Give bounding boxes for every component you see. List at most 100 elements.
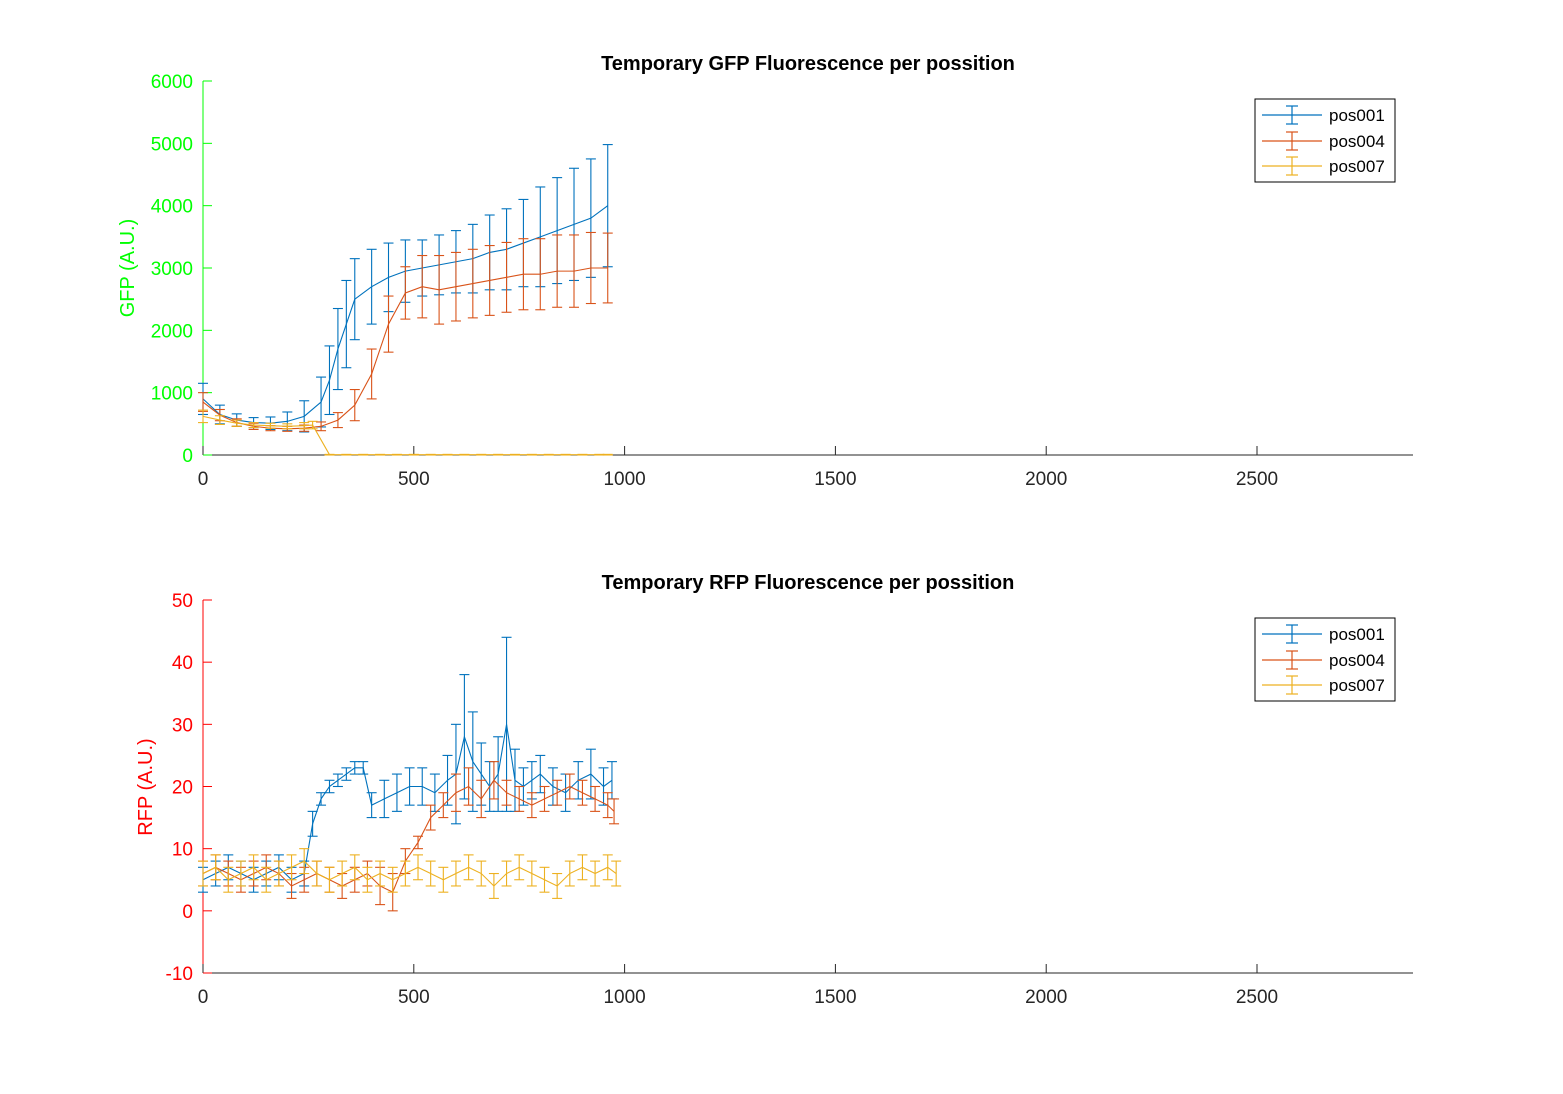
rfp-errorbar-pos007 <box>248 854 259 881</box>
rfp-errorbar-pos007 <box>577 854 588 881</box>
rfp-errorbar-pos007 <box>413 854 424 881</box>
rfp-errorbar-pos001 <box>349 761 360 775</box>
rfp-errorbar-pos004 <box>552 779 563 806</box>
gfp-errorbar-pos004 <box>552 234 563 308</box>
rfp-errorbar-pos001 <box>417 767 428 806</box>
rfp-errorbar-pos007 <box>198 860 208 887</box>
rfp-legend-entry-pos001: pos001 <box>1262 624 1385 644</box>
rfp-legend: pos001 pos004 pos007 <box>1254 617 1396 702</box>
gfp-legend-swatch-pos001 <box>1262 105 1322 125</box>
rfp-errorbar-pos007 <box>337 860 348 887</box>
gfp-errorbar-pos007 <box>543 453 554 456</box>
rfp-line-pos004 <box>202 779 615 893</box>
gfp-x-tick-label: 1000 <box>603 469 645 490</box>
gfp-y-tick-label: 5000 <box>151 134 193 155</box>
rfp-errorbar-pos007 <box>286 854 297 881</box>
rfp-errorbar-pos004 <box>438 792 449 819</box>
gfp-errorbar-pos001 <box>324 345 335 416</box>
rfp-errorbar-pos004 <box>425 804 436 831</box>
rfp-errorbar-pos001 <box>358 761 369 775</box>
rfp-errorbar-pos001 <box>316 792 327 806</box>
rfp-errorbar-pos007 <box>463 854 474 881</box>
rfp-x-tick-label: 2500 <box>1236 987 1278 1008</box>
rfp-errorbar-pos007 <box>324 866 335 893</box>
rfp-errorbar-pos001 <box>332 773 343 788</box>
rfp-legend-swatch-pos001 <box>1262 624 1322 644</box>
rfp-chart-title: Temporary RFP Fluorescence per possition <box>602 572 1015 594</box>
rfp-errorbar-pos001 <box>459 674 470 800</box>
gfp-errorbar-pos007 <box>307 420 318 430</box>
rfp-errorbar-pos004 <box>488 761 499 800</box>
rfp-y-tick-label: 30 <box>172 715 193 736</box>
rfp-errorbar-pos007 <box>526 860 537 887</box>
rfp-errorbar-pos004 <box>450 773 461 812</box>
rfp-errorbar-pos007 <box>299 848 310 875</box>
rfp-errorbar-pos004 <box>476 779 487 819</box>
rfp-y-tick-label: 10 <box>172 840 193 861</box>
gfp-x-tick-label: 2500 <box>1236 469 1278 490</box>
rfp-legend-entry-pos007: pos007 <box>1262 675 1385 695</box>
gfp-errorbar-pos004 <box>501 241 512 313</box>
gfp-legend-entry-pos001: pos001 <box>1262 105 1385 125</box>
gfp-errorbar-pos004 <box>450 251 461 322</box>
rfp-errorbar-pos007 <box>564 860 575 887</box>
rfp-errorbar-pos007 <box>476 860 487 887</box>
gfp-errorbar-pos004 <box>518 238 529 311</box>
rfp-errorbar-pos007 <box>539 866 550 893</box>
gfp-chart-title: Temporary GFP Fluorescence per possition <box>601 53 1015 75</box>
rfp-errorbar-pos007 <box>362 866 373 893</box>
rfp-errorbar-pos001 <box>366 792 377 819</box>
rfp-legend-label-pos007: pos007 <box>1329 676 1385 695</box>
gfp-errorbar-pos007 <box>476 453 487 456</box>
gfp-legend-entry-pos007: pos007 <box>1262 156 1385 176</box>
rfp-errorbar-pos007 <box>311 860 322 887</box>
rfp-errorbar-pos004 <box>564 773 575 800</box>
gfp-y-axis-label: GFP (A.U.) <box>117 219 139 318</box>
gfp-errorbar-pos007 <box>602 453 613 456</box>
gfp-errorbar-pos007 <box>594 453 605 456</box>
gfp-errorbar-pos001 <box>366 248 377 325</box>
rfp-errorbar-pos001 <box>324 779 335 794</box>
rfp-errorbar-pos007 <box>514 854 525 881</box>
gfp-errorbar-pos007 <box>231 419 242 427</box>
rfp-errorbar-pos007 <box>425 860 436 887</box>
gfp-x-tick-label: 0 <box>198 469 209 490</box>
gfp-errorbar-pos007 <box>198 409 208 424</box>
gfp-errorbar-pos001 <box>332 307 343 391</box>
gfp-errorbar-pos004 <box>602 232 613 304</box>
rfp-errorbar-pos007 <box>590 860 601 887</box>
rfp-errorbar-pos001 <box>467 711 478 812</box>
rfp-errorbar-pos007 <box>552 872 563 899</box>
gfp-errorbar-pos007 <box>408 453 419 456</box>
gfp-legend-swatch-pos004 <box>1262 131 1322 151</box>
rfp-errorbar-pos007 <box>387 866 398 893</box>
gfp-errorbar-pos007 <box>509 453 520 456</box>
rfp-errorbar-pos004 <box>577 779 588 806</box>
rfp-errorbar-pos007 <box>273 860 284 887</box>
gfp-errorbar-pos007 <box>299 422 310 430</box>
gfp-errorbar-pos004 <box>349 388 360 422</box>
rfp-errorbar-pos004 <box>609 798 620 825</box>
gfp-errorbar-pos007 <box>442 453 453 456</box>
gfp-errorbar-pos004 <box>434 254 445 325</box>
rfp-errorbar-pos007 <box>400 860 411 887</box>
gfp-errorbar-pos007 <box>358 453 369 456</box>
gfp-errorbar-pos007 <box>459 453 470 456</box>
rfp-subplot: Temporary RFP Fluorescence per possition… <box>135 572 1413 1008</box>
rfp-errorbar-pos004 <box>539 785 550 812</box>
gfp-errorbar-pos007 <box>341 453 352 456</box>
rfp-y-tick-label: 50 <box>172 591 193 612</box>
gfp-legend-label-pos001: pos001 <box>1329 106 1385 125</box>
gfp-errorbar-pos004 <box>400 266 411 320</box>
rfp-errorbar-pos007 <box>450 860 461 887</box>
rfp-errorbar-pos007 <box>501 860 512 887</box>
rfp-errorbar-pos004 <box>413 835 424 850</box>
gfp-errorbar-pos007 <box>248 422 259 429</box>
gfp-errorbar-pos007 <box>577 453 588 456</box>
rfp-errorbar-pos007 <box>261 866 272 893</box>
rfp-errorbar-pos007 <box>223 866 234 893</box>
rfp-errorbar-pos004 <box>602 792 613 819</box>
rfp-errorbar-pos007 <box>349 854 360 881</box>
rfp-x-tick-label: 1000 <box>603 987 645 1008</box>
